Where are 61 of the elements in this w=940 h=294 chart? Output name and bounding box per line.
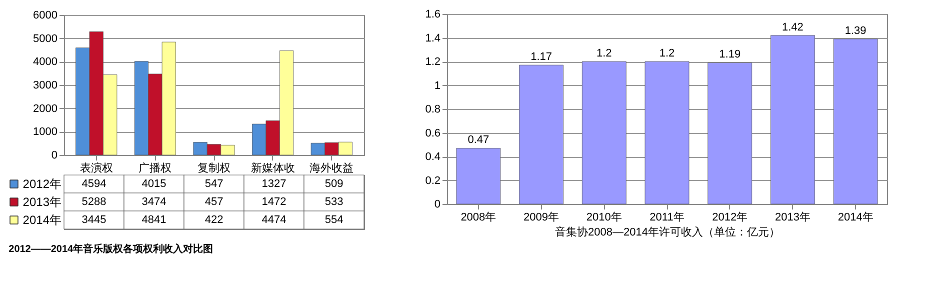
x-tick-label: 表演权 [80, 162, 113, 174]
bar [708, 62, 752, 204]
data-label: 422 [204, 214, 224, 226]
x-tick-label: 新媒体收 [250, 162, 295, 174]
data-label: 5288 [82, 196, 106, 208]
y-tick-label: 0 [51, 150, 58, 162]
x-axis-title: 音集协2008—2014年许可收入（单位：亿元） [555, 226, 780, 238]
text: 2012——2014年音乐版权各项权利收入对比图 [8, 242, 214, 255]
data-label: 4594 [82, 178, 106, 190]
data-label: 1.39 [844, 24, 866, 37]
data-label: 1472 [262, 196, 286, 208]
x-tick-label: 2013年 [774, 212, 810, 224]
x-tick-label: 2011年 [650, 212, 684, 224]
data-label: 533 [324, 196, 344, 208]
legend-label: 2013年 [22, 195, 62, 209]
y-tick-label: 1.4 [425, 32, 440, 44]
y-tick-label: 0.4 [425, 151, 440, 163]
data-label: 4015 [142, 178, 166, 190]
bar [582, 61, 626, 204]
data-label: 3474 [142, 196, 166, 208]
data-label: 1.19 [719, 48, 741, 61]
x-tick-label: 2012年 [712, 212, 748, 224]
data-label: 1.17 [530, 51, 552, 64]
data-label: 1.2 [659, 48, 675, 60]
bar [833, 38, 878, 204]
y-tick-label: 5000 [33, 32, 58, 45]
legend-label: 2012年 [22, 177, 62, 191]
bar [644, 61, 690, 204]
data-label: 509 [324, 178, 344, 190]
x-tick-label: 复制权 [198, 162, 230, 174]
x-tick-label: 2014年 [838, 212, 874, 224]
y-tick-label: 6000 [33, 10, 58, 22]
y-tick-label: 1000 [33, 126, 58, 138]
y-tick-label: 1.6 [425, 8, 440, 20]
x-tick-label: 广播权 [138, 162, 172, 174]
bar [519, 64, 564, 204]
data-label: 1.2 [596, 48, 612, 60]
y-tick-label: 2000 [33, 102, 58, 115]
bar [770, 35, 815, 204]
y-tick-label: 0.8 [425, 104, 440, 116]
y-tick-label: 1 [434, 80, 440, 92]
data-label: 457 [204, 196, 224, 208]
y-tick-label: 0.2 [425, 174, 440, 187]
y-tick-label: 0 [434, 198, 440, 210]
x-tick-label: 2009年 [524, 212, 560, 224]
data-label: 554 [324, 214, 344, 226]
y-tick-label: 0.6 [425, 127, 440, 140]
data-label: 0.47 [468, 134, 490, 146]
y-tick-label: 4000 [33, 56, 58, 68]
x-tick-label: 海外收益 [310, 162, 354, 174]
y-tick-label: 3000 [33, 80, 58, 92]
bar [456, 148, 501, 204]
data-label: 547 [204, 178, 224, 190]
y-tick-label: 1.2 [425, 56, 440, 68]
data-label: 1327 [262, 178, 286, 190]
x-tick-label: 2008年 [460, 212, 496, 224]
data-label: 4841 [142, 214, 166, 226]
data-label: 1.42 [782, 21, 804, 34]
data-label: 3445 [82, 214, 106, 226]
data-label: 4474 [262, 214, 286, 226]
x-tick-label: 2010年 [586, 212, 622, 224]
